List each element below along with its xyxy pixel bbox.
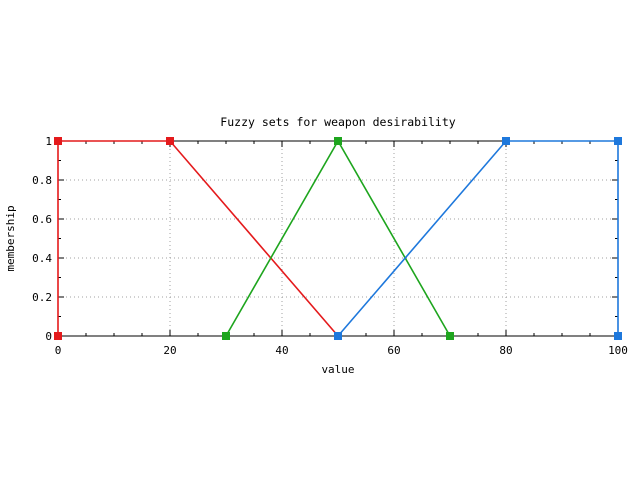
- series-0: [54, 137, 342, 340]
- x-tick-label: 0: [55, 344, 62, 357]
- x-tick-label: 40: [275, 344, 288, 357]
- data-point-marker: [54, 332, 62, 340]
- data-point-marker: [614, 137, 622, 145]
- data-point-marker: [446, 332, 454, 340]
- data-point-marker: [334, 137, 342, 145]
- data-point-marker: [502, 137, 510, 145]
- y-tick-label: 0: [45, 330, 52, 343]
- data-point-marker: [222, 332, 230, 340]
- axis-ticks: 0 20 40 60 80 100 0 0.2 0.4 0.6 0.8 1: [32, 135, 628, 357]
- series-group: [54, 137, 622, 340]
- series-line: [57, 140, 339, 337]
- data-point-marker: [166, 137, 174, 145]
- series-line: [337, 140, 619, 337]
- series-1: [222, 137, 454, 340]
- y-tick-label: 0.8: [32, 174, 52, 187]
- data-point-marker: [54, 137, 62, 145]
- x-tick-label: 20: [163, 344, 176, 357]
- chart-title: Fuzzy sets for weapon desirability: [220, 115, 455, 129]
- y-tick-label: 0.6: [32, 213, 52, 226]
- y-axis-label: membership: [4, 205, 17, 271]
- y-tick-label: 1: [45, 135, 52, 148]
- plot-frame: [57, 140, 619, 337]
- series-line: [225, 139, 451, 337]
- data-point-marker: [334, 332, 342, 340]
- grid: [58, 141, 618, 336]
- y-tick-label: 0.4: [32, 252, 52, 265]
- y-tick-label: 0.2: [32, 291, 52, 304]
- x-tick-label: 80: [499, 344, 512, 357]
- x-tick-label: 100: [608, 344, 628, 357]
- x-tick-label: 60: [387, 344, 400, 357]
- series-2: [334, 137, 622, 340]
- x-axis-label: value: [321, 363, 354, 376]
- data-point-marker: [614, 332, 622, 340]
